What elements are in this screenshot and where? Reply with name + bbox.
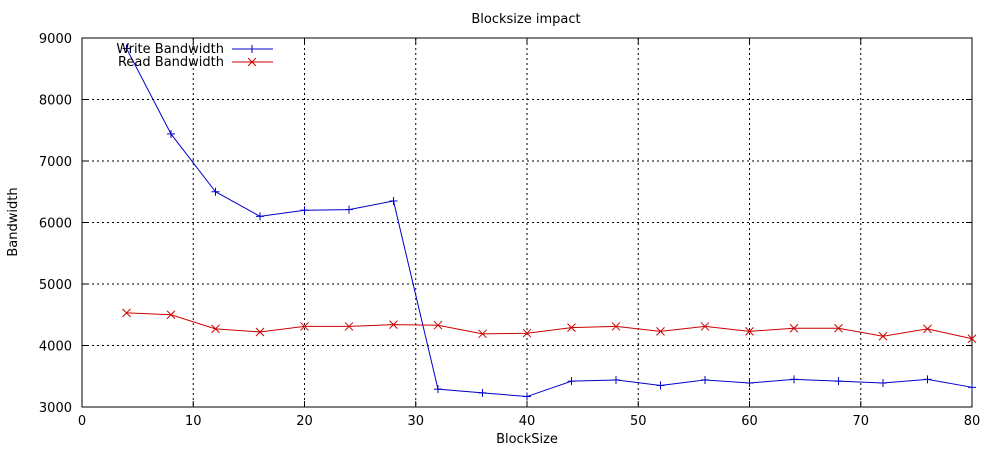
data-point bbox=[656, 327, 665, 336]
data-point bbox=[344, 322, 354, 331]
data-point bbox=[968, 383, 976, 392]
series-write bbox=[122, 44, 976, 401]
data-point bbox=[923, 375, 932, 384]
x-tick-label: 40 bbox=[519, 414, 536, 429]
data-point bbox=[122, 44, 131, 53]
data-point bbox=[478, 388, 487, 397]
y-axis-label: Bandwidth bbox=[6, 187, 21, 256]
data-point bbox=[656, 381, 665, 390]
x-axis: 0 10 20 30 40 50 60 70 80 bbox=[78, 38, 980, 429]
data-point bbox=[434, 385, 442, 394]
y-tick-label: 6000 bbox=[39, 217, 72, 232]
y-tick-label: 8000 bbox=[39, 94, 72, 109]
x-tick-label: 20 bbox=[296, 414, 313, 429]
chart-title: Blocksize impact bbox=[471, 12, 580, 27]
legend-label: Read Bandwidth bbox=[118, 55, 224, 70]
x-tick-label: 50 bbox=[630, 414, 647, 429]
data-point bbox=[478, 329, 487, 339]
data-point bbox=[433, 320, 443, 330]
data-point bbox=[923, 324, 932, 334]
series-layer bbox=[122, 44, 977, 401]
data-point bbox=[878, 331, 888, 341]
x-axis-label: BlockSize bbox=[496, 432, 558, 447]
data-point bbox=[389, 320, 398, 329]
data-point bbox=[612, 375, 620, 384]
data-point bbox=[879, 379, 887, 388]
data-point bbox=[567, 323, 576, 333]
series-line bbox=[126, 48, 973, 398]
data-point bbox=[789, 323, 799, 333]
x-tick-label: 0 bbox=[78, 414, 86, 429]
data-point bbox=[745, 327, 754, 336]
data-point bbox=[167, 129, 175, 138]
x-tick-label: 10 bbox=[185, 414, 202, 429]
data-point bbox=[211, 324, 220, 334]
data-point bbox=[567, 377, 576, 386]
legend-marker bbox=[247, 57, 257, 67]
data-point bbox=[211, 187, 220, 196]
legend-label: Write Bandwidth bbox=[116, 42, 224, 57]
series-read bbox=[122, 308, 977, 344]
data-point bbox=[389, 196, 398, 205]
data-point bbox=[523, 392, 531, 401]
y-tick-label: 9000 bbox=[39, 32, 72, 47]
data-point bbox=[166, 310, 176, 320]
x-tick-label: 80 bbox=[964, 414, 981, 429]
data-point bbox=[834, 377, 843, 386]
data-point bbox=[522, 328, 532, 338]
data-point bbox=[834, 323, 843, 333]
data-point bbox=[745, 379, 754, 388]
y-tick-label: 3000 bbox=[39, 401, 72, 416]
data-point bbox=[611, 322, 621, 331]
y-axis: 3000 4000 5000 6000 7000 8000 9000 bbox=[39, 32, 972, 416]
data-point bbox=[345, 205, 353, 214]
y-tick-label: 7000 bbox=[39, 155, 72, 170]
data-point bbox=[300, 322, 309, 331]
x-tick-label: 60 bbox=[741, 414, 758, 429]
data-point bbox=[700, 322, 710, 331]
data-point bbox=[122, 308, 131, 318]
data-point bbox=[300, 206, 309, 215]
y-tick-label: 5000 bbox=[39, 278, 72, 293]
data-point bbox=[256, 212, 264, 221]
data-point bbox=[790, 375, 798, 384]
data-point bbox=[701, 375, 709, 384]
x-tick-label: 70 bbox=[852, 414, 869, 429]
grid bbox=[82, 38, 972, 407]
data-point bbox=[255, 327, 265, 337]
y-tick-label: 4000 bbox=[39, 340, 72, 355]
legend-marker bbox=[248, 45, 256, 53]
x-tick-label: 30 bbox=[407, 414, 424, 429]
data-point bbox=[967, 334, 977, 344]
series-line bbox=[126, 312, 973, 340]
